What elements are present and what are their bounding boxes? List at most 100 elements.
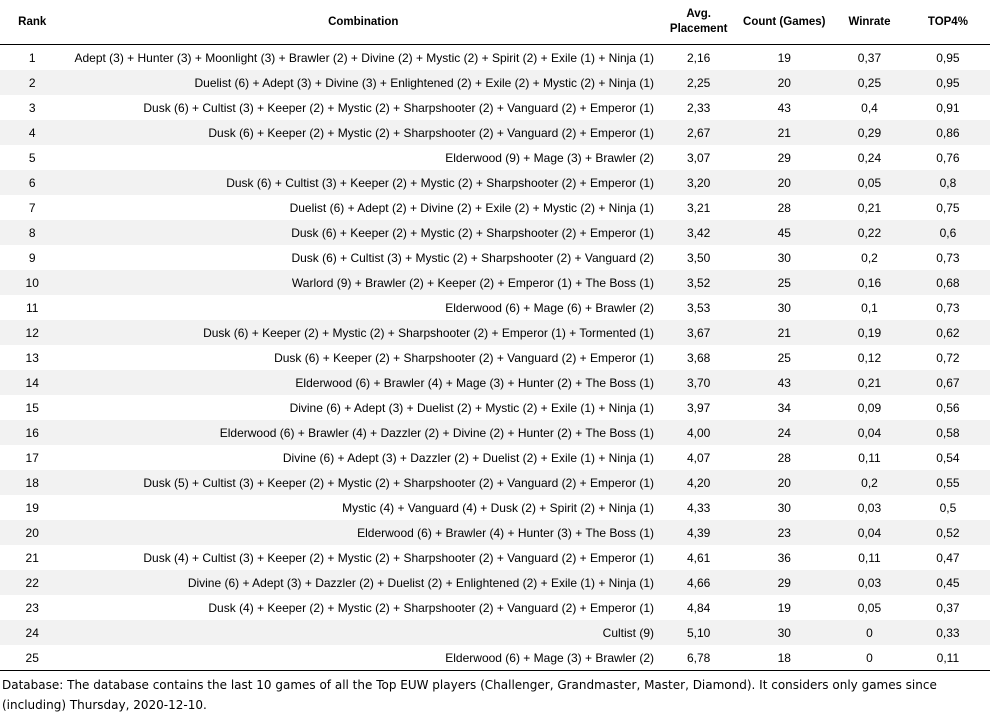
cell-count: 43 (735, 95, 834, 120)
cell-winrate: 0,37 (833, 44, 906, 70)
cell-combination: Dusk (6) + Cultist (3) + Keeper (2) + My… (64, 170, 663, 195)
cell-top4: 0,68 (905, 270, 990, 295)
cell-top4: 0,76 (905, 145, 990, 170)
table-row: 15 Divine (6) + Adept (3) + Duelist (2) +… (0, 395, 990, 420)
database-footnote: Database: The database contains the last… (2, 678, 937, 712)
cell-count: 36 (735, 545, 834, 570)
table-row: 13 Dusk (6) + Keeper (2) + Sharpshooter (… (0, 345, 990, 370)
cell-winrate: 0,04 (833, 520, 906, 545)
cell-combination: Dusk (6) + Keeper (2) + Sharpshooter (2)… (64, 345, 663, 370)
cell-top4: 0,73 (905, 295, 990, 320)
cell-rank: 6 (0, 170, 65, 195)
cell-count: 28 (735, 445, 834, 470)
cell-rank: 15 (0, 395, 65, 420)
cell-rank: 12 (0, 320, 65, 345)
cell-top4: 0,86 (905, 120, 990, 145)
cell-rank: 13 (0, 345, 65, 370)
cell-rank: 14 (0, 370, 65, 395)
cell-winrate: 0,04 (833, 420, 906, 445)
table-row: 11 Elderwood (6) + Mage (6) + Brawler (2)… (0, 295, 990, 320)
cell-avg-placement: 3,53 (662, 295, 736, 320)
cell-avg-placement: 2,67 (662, 120, 736, 145)
table-row: 14 Elderwood (6) + Brawler (4) + Mage (3)… (0, 370, 990, 395)
cell-winrate: 0,2 (833, 470, 906, 495)
cell-count: 28 (735, 195, 834, 220)
table-row: 3 Dusk (6) + Cultist (3) + Keeper (2) + M… (0, 95, 990, 120)
cell-combination: Dusk (5) + Cultist (3) + Keeper (2) + My… (64, 470, 663, 495)
header-top4: TOP4% (905, 0, 990, 45)
cell-rank: 3 (0, 95, 65, 120)
table-row: 9 Dusk (6) + Cultist (3) + Mystic (2) + S… (0, 245, 990, 270)
cell-top4: 0,8 (905, 170, 990, 195)
cell-avg-placement: 4,07 (662, 445, 736, 470)
table-row: 19 Mystic (4) + Vanguard (4) + Dusk (2) +… (0, 495, 990, 520)
table-row: 5 Elderwood (9) + Mage (3) + Brawler (2) 3… (0, 145, 990, 170)
cell-winrate: 0,4 (833, 95, 906, 120)
cell-avg-placement: 3,67 (662, 320, 736, 345)
cell-combination: Dusk (4) + Keeper (2) + Mystic (2) + Sha… (64, 595, 663, 620)
cell-combination: Warlord (9) + Brawler (2) + Keeper (2) +… (64, 270, 663, 295)
cell-combination: Divine (6) + Adept (3) + Dazzler (2) + D… (64, 570, 663, 595)
cell-count: 21 (735, 320, 834, 345)
cell-count: 20 (735, 470, 834, 495)
cell-combination: Elderwood (6) + Brawler (4) + Dazzler (2… (64, 420, 663, 445)
table-body: 1 Adept (3) + Hunter (3) + Moonlight (3) … (0, 44, 990, 671)
cell-rank: 2 (0, 70, 65, 95)
cell-count: 34 (735, 395, 834, 420)
cell-rank: 21 (0, 545, 65, 570)
cell-rank: 4 (0, 120, 65, 145)
table-row: 21 Dusk (4) + Cultist (3) + Keeper (2) + … (0, 545, 990, 570)
cell-combination: Divine (6) + Adept (3) + Duelist (2) + M… (64, 395, 663, 420)
cell-winrate: 0,22 (833, 220, 906, 245)
cell-top4: 0,67 (905, 370, 990, 395)
cell-avg-placement: 3,07 (662, 145, 736, 170)
cell-winrate: 0,11 (833, 545, 906, 570)
cell-top4: 0,95 (905, 44, 990, 70)
cell-rank: 20 (0, 520, 65, 545)
table-row: 16 Elderwood (6) + Brawler (4) + Dazzler … (0, 420, 990, 445)
cell-count: 18 (735, 645, 834, 671)
cell-winrate: 0,2 (833, 245, 906, 270)
cell-count: 20 (735, 170, 834, 195)
cell-top4: 0,47 (905, 545, 990, 570)
cell-rank: 7 (0, 195, 65, 220)
cell-top4: 0,73 (905, 245, 990, 270)
cell-avg-placement: 3,42 (662, 220, 736, 245)
cell-combination: Elderwood (9) + Mage (3) + Brawler (2) (64, 145, 663, 170)
table-row: 8 Dusk (6) + Keeper (2) + Mystic (2) + Sh… (0, 220, 990, 245)
cell-top4: 0,75 (905, 195, 990, 220)
cell-combination: Dusk (6) + Keeper (2) + Mystic (2) + Sha… (64, 320, 663, 345)
combination-stats-table: Rank Combination Avg. Placement Count (G… (0, 0, 990, 671)
cell-top4: 0,95 (905, 70, 990, 95)
table-row: 1 Adept (3) + Hunter (3) + Moonlight (3) … (0, 44, 990, 70)
cell-winrate: 0,12 (833, 345, 906, 370)
cell-top4: 0,56 (905, 395, 990, 420)
cell-rank: 22 (0, 570, 65, 595)
cell-avg-placement: 3,52 (662, 270, 736, 295)
cell-avg-placement: 4,66 (662, 570, 736, 595)
cell-count: 43 (735, 370, 834, 395)
table-row: 20 Elderwood (6) + Brawler (4) + Hunter (… (0, 520, 990, 545)
cell-combination: Elderwood (6) + Brawler (4) + Hunter (3)… (64, 520, 663, 545)
cell-rank: 25 (0, 645, 65, 671)
header-combination: Combination (64, 0, 663, 45)
cell-combination: Elderwood (6) + Brawler (4) + Mage (3) +… (64, 370, 663, 395)
cell-avg-placement: 4,61 (662, 545, 736, 570)
cell-avg-placement: 3,20 (662, 170, 736, 195)
cell-winrate: 0,11 (833, 445, 906, 470)
header-avg-placement: Avg. Placement (662, 0, 736, 45)
cell-count: 29 (735, 145, 834, 170)
cell-winrate: 0,25 (833, 70, 906, 95)
table-row: 4 Dusk (6) + Keeper (2) + Mystic (2) + Sh… (0, 120, 990, 145)
cell-count: 30 (735, 245, 834, 270)
cell-winrate: 0,05 (833, 170, 906, 195)
cell-avg-placement: 4,39 (662, 520, 736, 545)
cell-winrate: 0,1 (833, 295, 906, 320)
cell-winrate: 0 (833, 645, 906, 671)
cell-combination: Elderwood (6) + Mage (6) + Brawler (2) (64, 295, 663, 320)
cell-top4: 0,91 (905, 95, 990, 120)
cell-winrate: 0,21 (833, 370, 906, 395)
cell-winrate: 0 (833, 620, 906, 645)
cell-top4: 0,11 (905, 645, 990, 671)
